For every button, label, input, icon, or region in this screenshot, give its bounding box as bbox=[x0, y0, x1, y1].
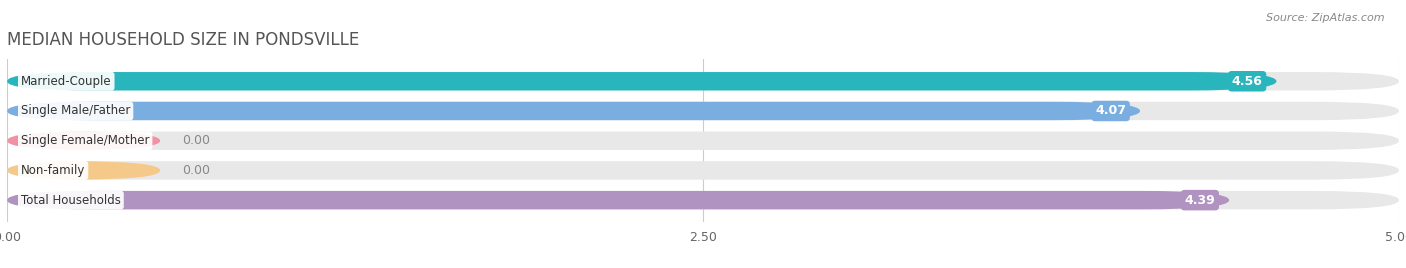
Text: 4.39: 4.39 bbox=[1184, 194, 1215, 207]
FancyBboxPatch shape bbox=[7, 161, 1399, 180]
Text: Single Male/Father: Single Male/Father bbox=[21, 105, 131, 117]
Text: 4.07: 4.07 bbox=[1095, 105, 1126, 117]
FancyBboxPatch shape bbox=[7, 132, 1399, 150]
Text: Single Female/Mother: Single Female/Mother bbox=[21, 134, 149, 147]
FancyBboxPatch shape bbox=[7, 102, 1140, 120]
FancyBboxPatch shape bbox=[7, 132, 160, 150]
FancyBboxPatch shape bbox=[7, 102, 1399, 120]
Text: 4.56: 4.56 bbox=[1232, 75, 1263, 88]
Text: Married-Couple: Married-Couple bbox=[21, 75, 111, 88]
FancyBboxPatch shape bbox=[7, 72, 1399, 91]
FancyBboxPatch shape bbox=[7, 161, 160, 180]
FancyBboxPatch shape bbox=[7, 191, 1399, 209]
Text: Non-family: Non-family bbox=[21, 164, 86, 177]
Text: MEDIAN HOUSEHOLD SIZE IN PONDSVILLE: MEDIAN HOUSEHOLD SIZE IN PONDSVILLE bbox=[7, 31, 360, 49]
Text: Source: ZipAtlas.com: Source: ZipAtlas.com bbox=[1267, 13, 1385, 23]
Text: 0.00: 0.00 bbox=[183, 164, 211, 177]
Text: Total Households: Total Households bbox=[21, 194, 121, 207]
Text: 0.00: 0.00 bbox=[183, 134, 211, 147]
FancyBboxPatch shape bbox=[7, 72, 1277, 91]
FancyBboxPatch shape bbox=[7, 191, 1229, 209]
